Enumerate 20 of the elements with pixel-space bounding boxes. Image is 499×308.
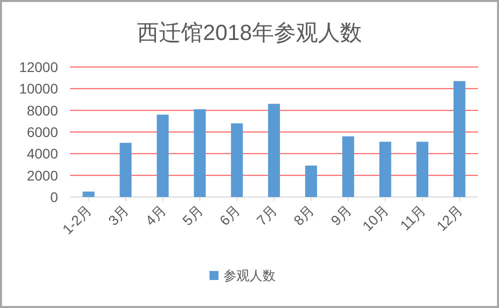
x-tick-label: 3月 — [105, 202, 132, 229]
x-tick-label: 1-2月 — [59, 202, 95, 238]
title: 西迁馆2018年参观人数 — [137, 20, 362, 45]
x-tick-label: 12月 — [433, 202, 466, 234]
y-tick-label: 6000 — [26, 124, 58, 140]
x-tick-label: 4月 — [142, 202, 169, 229]
y-tick-label: 2000 — [26, 167, 58, 184]
x-tick-label: 6月 — [216, 202, 244, 229]
x-tick-label: 11月 — [396, 202, 428, 234]
x-tick-label: 5月 — [179, 202, 206, 229]
y-tick-label: 8000 — [26, 102, 58, 118]
x-tick-label: 7月 — [253, 202, 280, 229]
legend-label: 参观人数 — [224, 268, 276, 283]
y-tick-label: 4000 — [26, 146, 58, 162]
x-tick-label: 9月 — [328, 202, 354, 229]
y-tick-label: 0 — [50, 189, 58, 205]
y-tick-label: 12000 — [19, 59, 58, 75]
y-tick-label: 10000 — [19, 80, 58, 97]
x-tick-label: 8月 — [290, 202, 318, 229]
x-tick-label: 10月 — [359, 202, 392, 234]
